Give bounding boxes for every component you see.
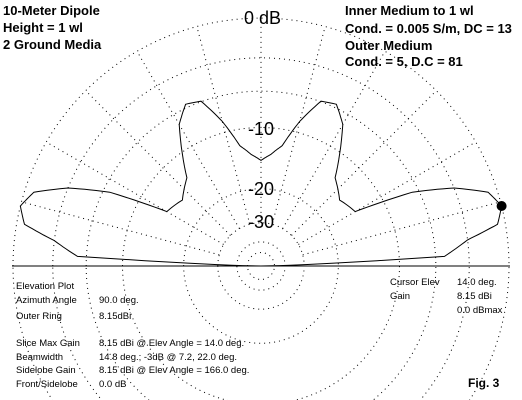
info-azimuth-label: Azimuth Angle [16,295,77,306]
title-line-3: 2 Ground Media [3,37,102,52]
grid-ring [12,17,510,400]
title-line-2: Height = 1 wl [3,20,83,35]
grid-radial [21,201,220,256]
grid-radial [85,90,231,236]
grid-radial [302,201,501,256]
grid-radial [291,90,437,236]
grid-radial [45,141,224,245]
info-outer-ring-value: 8.15dBi [99,311,131,322]
cursor-dbmax-value: 0.0 dBmax [457,305,503,316]
info-front-sidelobe-label: Front/Sidelobe [16,379,78,390]
info-sidelobe-value: 8.15 dBi @ Elev Angle = 166.0 deg. [99,365,249,376]
info-slice-max-label: Slice Max Gain [16,338,80,349]
info-elevation-plot-label: Elevation Plot [16,281,74,292]
medium-line-3: Outer Medium [345,38,432,53]
cursor-marker[interactable] [496,201,507,211]
radiation-pattern-curve [19,100,503,267]
info-beamwidth-value: 14.8 deg.; -3dB @ 7.2, 22.0 deg. [99,352,237,363]
medium-line-2: Cond. = 0.005 S/m, DC = 13 [345,21,512,36]
cursor-gain-value: 8.15 dBi [457,291,492,302]
info-sidelobe-label: Sidelobe Gain [16,365,76,376]
cursor-gain-label: Gain [390,291,410,302]
info-outer-ring-label: Outer Ring [16,311,62,322]
cursor-elev-label: Cursor Elev [390,277,440,288]
ring-label-0db: 0 dB [244,8,281,28]
info-front-sidelobe-value: 0.0 dB [99,379,126,390]
grid-radial [271,26,326,225]
grid-radial [196,26,251,225]
grid-radial [298,141,477,245]
medium-line-4: Cond. = 5, D.C = 81 [345,54,463,69]
figure-label: Fig. 3 [468,376,500,390]
ring-label-minus30: -30 [248,212,274,232]
info-beamwidth-label: Beamwidth [16,352,63,363]
grid-radial [282,50,386,229]
info-azimuth-value: 90.0 deg. [99,295,139,306]
ring-label-minus10: -10 [248,119,274,139]
grid-radial [136,50,240,229]
title-line-1: 10-Meter Dipole [3,3,100,18]
info-slice-max-value: 8.15 dBi @ Elev Angle = 14.0 deg. [99,338,244,349]
ring-label-minus20: -20 [248,179,274,199]
polar-grid [12,17,510,400]
cursor-elev-value: 14.0 deg. [457,277,497,288]
medium-line-1: Inner Medium to 1 wl [345,3,474,18]
